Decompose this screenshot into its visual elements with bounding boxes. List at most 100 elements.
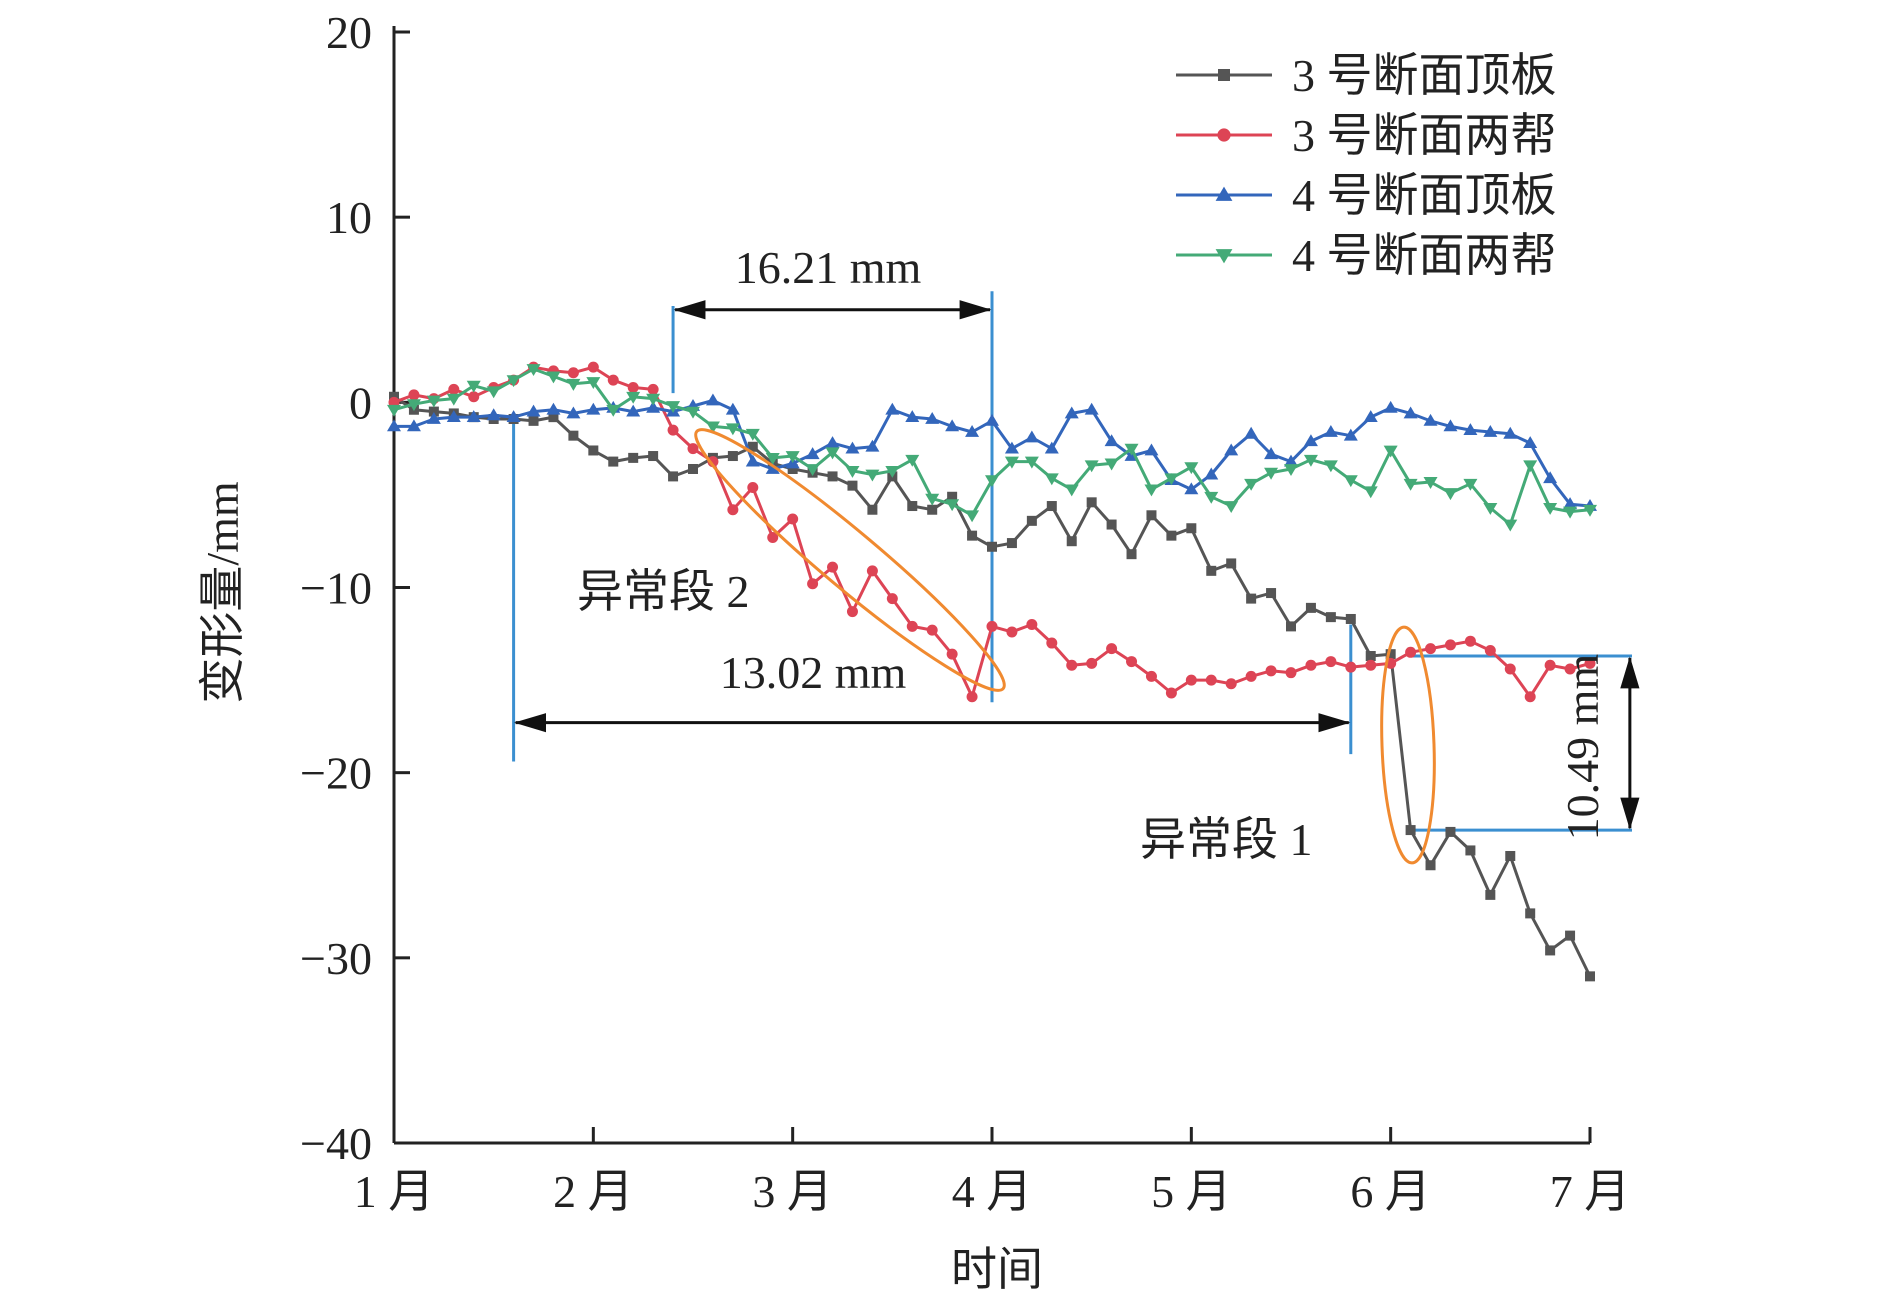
data-point bbox=[1224, 443, 1239, 456]
series-layer bbox=[387, 361, 1597, 982]
data-point bbox=[767, 532, 779, 544]
data-point bbox=[1204, 491, 1219, 504]
data-point bbox=[1505, 850, 1516, 861]
data-point bbox=[426, 411, 441, 424]
data-point bbox=[586, 402, 601, 415]
data-point bbox=[686, 406, 700, 419]
data-point bbox=[1046, 501, 1057, 512]
data-point bbox=[1284, 464, 1298, 476]
data-point bbox=[967, 530, 978, 541]
data-point bbox=[987, 541, 997, 552]
data-point bbox=[1086, 497, 1097, 508]
data-point bbox=[1064, 406, 1079, 419]
data-point bbox=[506, 410, 521, 423]
data-point bbox=[408, 389, 420, 401]
data-point bbox=[725, 402, 740, 415]
data-point bbox=[1465, 845, 1476, 856]
data-point bbox=[1165, 687, 1177, 699]
data-point bbox=[1004, 441, 1019, 454]
data-point bbox=[886, 593, 898, 605]
data-point bbox=[745, 428, 760, 441]
series-4 bbox=[387, 364, 1597, 532]
data-point bbox=[805, 447, 820, 460]
data-point bbox=[1004, 456, 1019, 469]
x-tick-label: 1 月 bbox=[354, 1166, 435, 1217]
data-point bbox=[1464, 635, 1476, 647]
data-point bbox=[1383, 400, 1398, 413]
data-point bbox=[1086, 657, 1098, 669]
data-point bbox=[1525, 908, 1536, 919]
data-point bbox=[1126, 656, 1138, 668]
x-tick-label: 6 月 bbox=[1350, 1166, 1431, 1217]
data-point bbox=[606, 404, 621, 417]
annotations: 16.21 mm 13.02 mm 10.49 mm 异常段 2 异常段 1 bbox=[513, 242, 1640, 865]
data-point bbox=[986, 620, 998, 632]
data-point bbox=[566, 378, 581, 391]
y-tick-label: −20 bbox=[300, 748, 372, 799]
data-point bbox=[725, 423, 740, 436]
data-point bbox=[389, 391, 399, 402]
data-point bbox=[1343, 428, 1358, 441]
data-point bbox=[705, 393, 720, 406]
data-point bbox=[965, 510, 980, 523]
data-point bbox=[1184, 482, 1199, 495]
data-point bbox=[446, 410, 461, 423]
data-point bbox=[1325, 656, 1337, 668]
data-point bbox=[1585, 971, 1595, 982]
data-point bbox=[905, 410, 920, 423]
x-tick-label: 4 月 bbox=[952, 1166, 1033, 1217]
data-point bbox=[646, 393, 661, 406]
data-point bbox=[787, 513, 799, 525]
data-point bbox=[1084, 402, 1099, 415]
data-point bbox=[1044, 441, 1059, 454]
data-point bbox=[1225, 678, 1237, 690]
data-point bbox=[1325, 612, 1336, 623]
data-point bbox=[845, 465, 860, 478]
data-point bbox=[1244, 478, 1259, 491]
data-point bbox=[945, 419, 960, 432]
data-point bbox=[1363, 410, 1378, 423]
data-point bbox=[846, 606, 858, 618]
data-point bbox=[1245, 670, 1257, 682]
data-point bbox=[546, 371, 561, 384]
y-tick-label: 0 bbox=[349, 377, 372, 428]
anomaly-ellipse-1 bbox=[1380, 625, 1436, 865]
data-point bbox=[966, 691, 978, 703]
data-point bbox=[1104, 458, 1119, 471]
data-point bbox=[688, 463, 698, 474]
data-point bbox=[745, 454, 760, 467]
data-point bbox=[428, 406, 439, 417]
data-point bbox=[1124, 443, 1139, 456]
data-point bbox=[646, 400, 661, 413]
data-point bbox=[1046, 637, 1058, 649]
data-point bbox=[1523, 460, 1538, 473]
data-point bbox=[1006, 626, 1018, 638]
data-point bbox=[1543, 471, 1558, 484]
data-point bbox=[1226, 558, 1237, 569]
data-point bbox=[687, 443, 699, 455]
data-point bbox=[1383, 445, 1398, 458]
data-point bbox=[805, 464, 820, 476]
data-point bbox=[885, 402, 900, 415]
data-point bbox=[727, 451, 738, 462]
x-tick-label: 5 月 bbox=[1151, 1166, 1232, 1217]
data-point bbox=[705, 421, 720, 434]
x-axis-title: 时间 bbox=[951, 1244, 1043, 1295]
data-point bbox=[608, 456, 619, 467]
legend-label: 4 号断面顶板 bbox=[1292, 170, 1557, 221]
y-tick-label: −40 bbox=[300, 1118, 372, 1169]
data-point bbox=[1215, 249, 1233, 264]
data-point bbox=[1204, 467, 1219, 480]
data-point bbox=[648, 451, 659, 462]
data-point bbox=[1425, 860, 1436, 871]
data-point bbox=[906, 620, 918, 632]
data-point bbox=[1144, 443, 1159, 456]
data-point bbox=[1423, 477, 1438, 489]
data-point bbox=[1224, 501, 1239, 514]
data-point bbox=[1385, 649, 1396, 660]
data-point bbox=[1563, 506, 1578, 519]
data-point bbox=[1463, 423, 1478, 436]
data-point bbox=[1463, 478, 1478, 491]
data-point bbox=[747, 482, 759, 494]
